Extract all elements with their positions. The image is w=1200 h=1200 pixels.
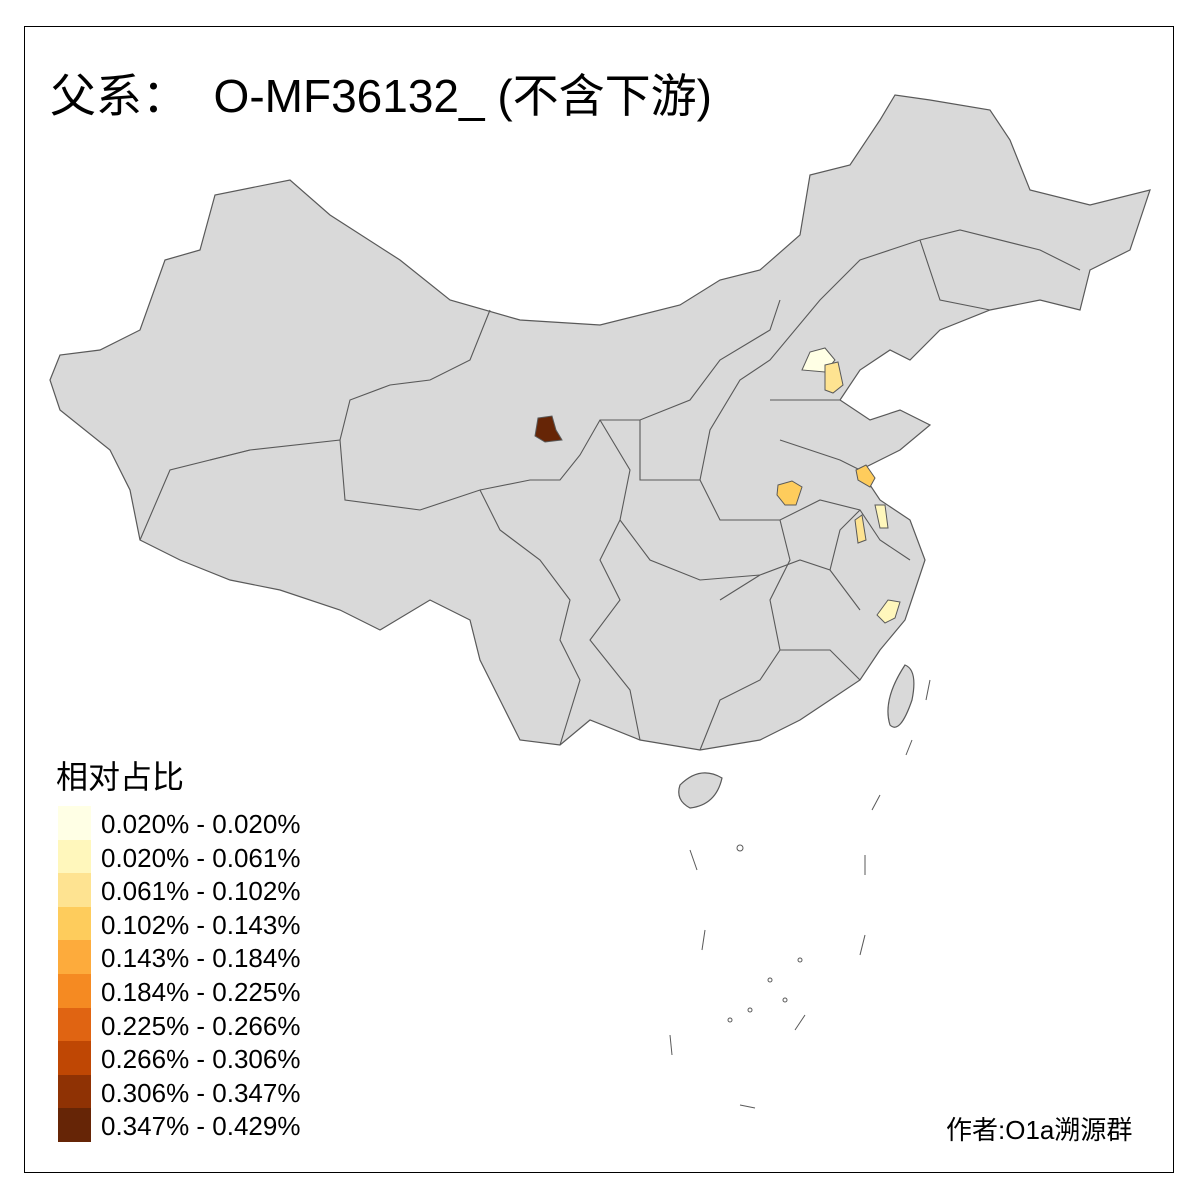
region-zhejiang: [876, 599, 901, 624]
legend-item: 0.306% - 0.347%: [58, 1074, 358, 1109]
taiwan-island: [887, 664, 915, 728]
legend-item: 0.225% - 0.266%: [58, 1007, 358, 1042]
legend-item: 0.020% - 0.020%: [58, 806, 358, 840]
legend-swatch: [58, 974, 91, 1008]
legend-swatch: [58, 906, 91, 941]
legend-label: 0.102% - 0.143%: [101, 909, 301, 940]
legend-item: 0.347% - 0.429%: [58, 1108, 358, 1142]
legend-item: 0.266% - 0.306%: [58, 1041, 358, 1075]
legend-label: 0.020% - 0.020%: [101, 809, 301, 839]
legend-item: 0.020% - 0.061%: [58, 839, 358, 874]
region-jiangsu-central: [874, 504, 889, 529]
legend-label: 0.184% - 0.225%: [101, 977, 301, 1007]
legend-swatch: [58, 940, 91, 974]
legend-label: 0.143% - 0.184%: [101, 943, 301, 974]
hainan-island: [678, 772, 723, 809]
legend-title: 相对占比: [56, 759, 185, 795]
legend-swatch: [58, 873, 91, 907]
legend-label: 0.347% - 0.429%: [101, 1111, 301, 1142]
author-credit: 作者:O1a溯源群: [946, 1115, 1133, 1145]
legend-swatch: [58, 1007, 91, 1042]
plot-frame: [24, 26, 1174, 1173]
legend-item: 0.061% - 0.102%: [58, 873, 358, 907]
region-jiangsu-north: [855, 464, 876, 488]
region-tianjin: [824, 361, 844, 394]
region-henan: [776, 480, 803, 506]
map-title: 父系： O-MF36132_ (不含下游): [50, 70, 712, 122]
legend-item: 0.184% - 0.225%: [58, 974, 358, 1008]
legend-label: 0.061% - 0.102%: [101, 876, 301, 907]
legend-item: 0.102% - 0.143%: [58, 906, 358, 941]
legend-swatch: [58, 1041, 91, 1075]
highlighted-regions: [534, 347, 901, 624]
province-borders: [139, 229, 1081, 751]
region-anhui: [854, 514, 867, 544]
legend-label: 0.020% - 0.061%: [101, 842, 301, 873]
map-base: [49, 94, 1151, 1109]
legend-swatch: [58, 1074, 91, 1109]
legend-swatch: [58, 839, 91, 874]
mainland-outline: [49, 94, 1151, 751]
legend-item: 0.143% - 0.184%: [58, 940, 358, 974]
south-china-sea-islands: [669, 679, 931, 1109]
region-qinghai: [534, 415, 563, 443]
legend-swatch: [58, 1108, 91, 1142]
legend-swatch: [58, 806, 91, 840]
legend-label: 0.225% - 0.266%: [101, 1010, 301, 1041]
legend-label: 0.266% - 0.306%: [101, 1044, 301, 1075]
legend-label: 0.306% - 0.347%: [101, 1077, 301, 1108]
